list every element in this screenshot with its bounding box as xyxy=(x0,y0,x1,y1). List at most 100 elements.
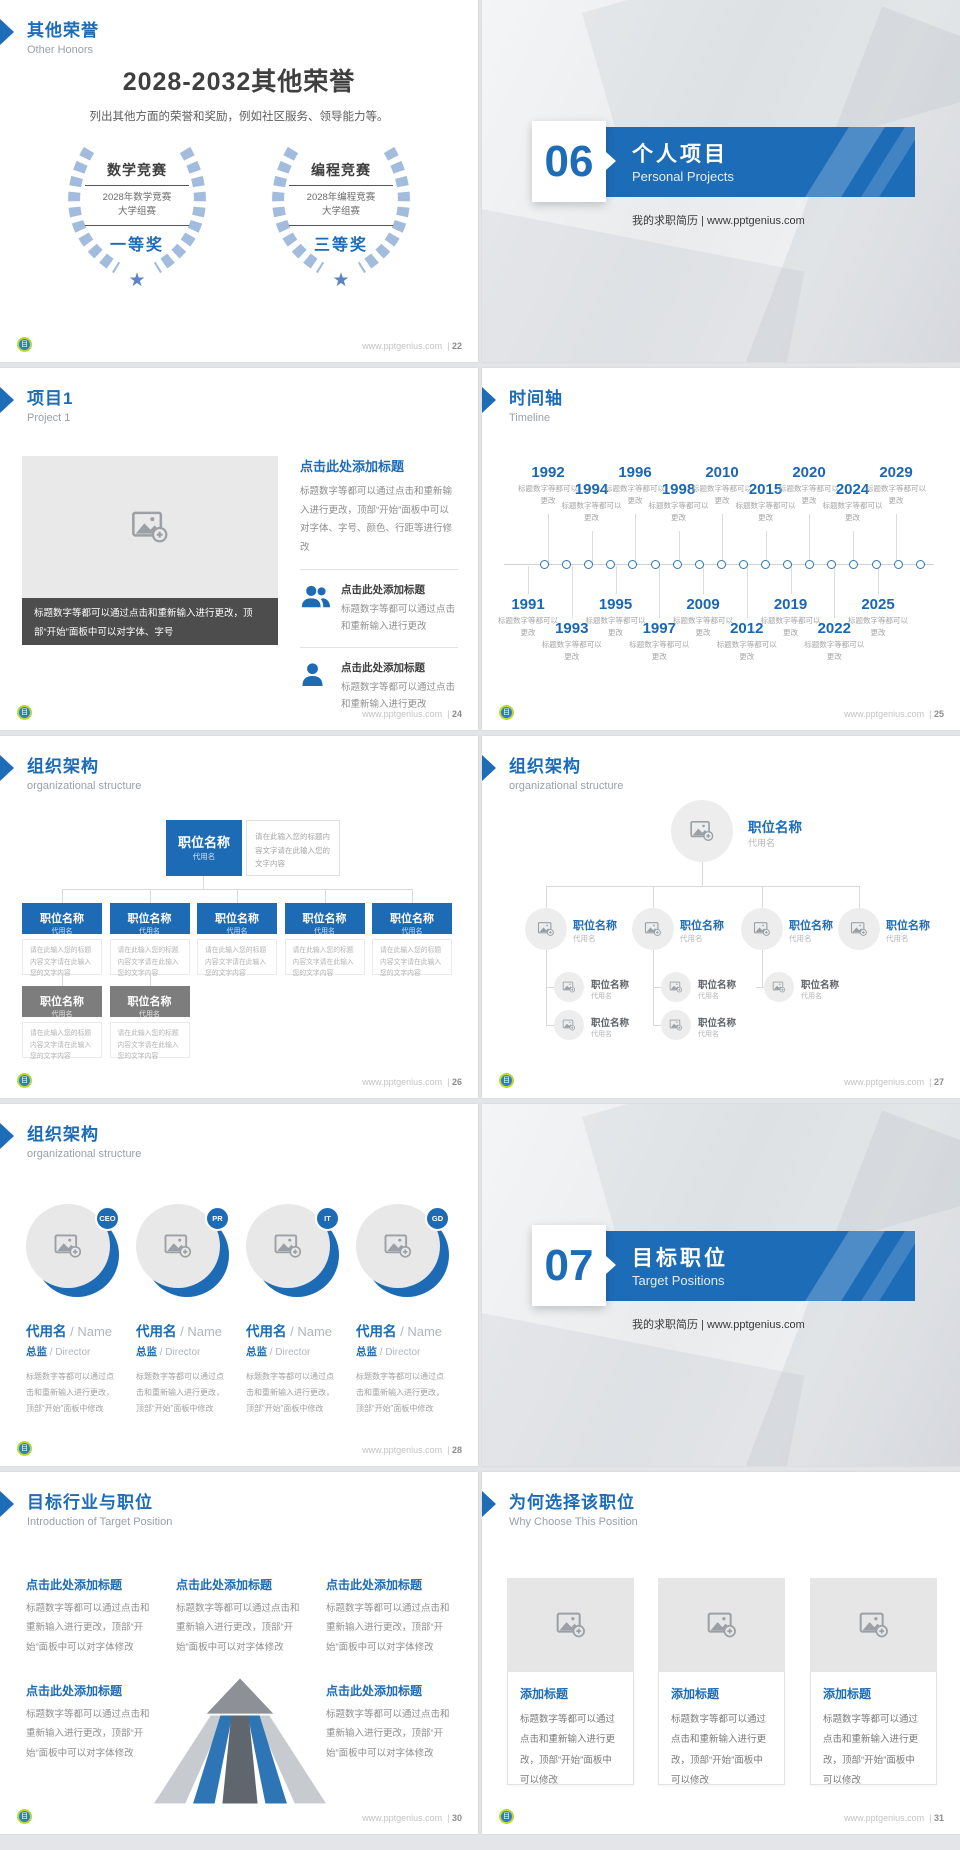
slide-header: 为何选择该职位 Why Choose This Position xyxy=(482,1488,638,1528)
timeline-connector xyxy=(678,531,680,564)
reason-card[interactable]: 添加标题 标题数字等都可以通过点击和重新输入进行更改，顶部“开始”面板中可以修改 xyxy=(658,1578,785,1786)
org-node-alias: 代用名 xyxy=(573,934,596,943)
profile-circle[interactable]: PR xyxy=(136,1204,230,1298)
org-note-small: 请在此输入您的标题内容文字请在此输入您的文字内容 xyxy=(22,939,102,977)
footer-text: www.pptgenius.com | 28 xyxy=(362,1445,462,1455)
org-note-small: 请在此输入您的标题内容文字请在此输入您的文字内容 xyxy=(284,939,365,977)
slide-project-1[interactable]: 项目1 Project 1 标题数字等都可以通过点击和重新输入进行更改，顶部“开始… xyxy=(0,368,478,730)
photo-circle[interactable] xyxy=(671,800,733,862)
photo-circle[interactable] xyxy=(554,1010,584,1040)
timeline-year: 2019 xyxy=(773,596,808,613)
timeline-connector xyxy=(809,514,810,564)
org-label: 职位名称 代用名 xyxy=(680,917,724,944)
org-node-title: 职位名称 xyxy=(127,912,172,925)
footer-separator: | xyxy=(924,709,934,719)
org-node-alias: 代用名 xyxy=(226,927,248,935)
footer-text: www.pptgenius.com | 26 xyxy=(362,1077,462,1087)
footer-text: www.pptgenius.com | 22 xyxy=(362,341,462,351)
footer-site: www.pptgenius.com xyxy=(362,709,443,719)
slide-subtitle: Other Honors xyxy=(27,44,94,56)
image-plus-icon xyxy=(644,922,661,936)
role-badge: CEO xyxy=(95,1206,120,1231)
photo-circle[interactable] xyxy=(741,908,783,950)
slide-divider-06[interactable]: 个人项目 Personal Projects 06 我的求职简历 | www.p… xyxy=(482,0,960,362)
slide-why-this-position[interactable]: 为何选择该职位 Why Choose This Position 添加标题 标题数字… xyxy=(482,1472,960,1834)
timeline-connector xyxy=(722,514,723,564)
org-node-title: 职位名称 xyxy=(748,820,802,835)
org-node: 职位名称 代用名 xyxy=(22,903,102,935)
slide-subtitle: organizational structure xyxy=(27,780,142,792)
org-label: 职位名称 代用名 xyxy=(789,917,833,944)
connector-line xyxy=(149,889,151,903)
slide-title: 组织架构 xyxy=(27,757,99,776)
card-text: 标题数字等都可以通过点击和重新输入进行更改，顶部“开始”面板中可以修改 xyxy=(520,1714,616,1787)
footer-page-number: 22 xyxy=(451,341,462,351)
org-node: 职位名称 代用名 xyxy=(166,820,242,876)
header-arrow-icon xyxy=(0,1123,14,1149)
timeline-dot xyxy=(761,560,770,569)
role-badge: PR xyxy=(205,1206,230,1231)
image-plus-icon xyxy=(562,981,576,993)
org-note-small: 请在此输入您的标题内容文字请在此输入您的文字内容 xyxy=(197,939,277,977)
reason-card[interactable]: 添加标题 标题数字等都可以通过点击和重新输入进行更改，顶部“开始”面板中可以修改 xyxy=(810,1578,937,1786)
photo-circle[interactable] xyxy=(764,972,794,1002)
reason-card[interactable]: 添加标题 标题数字等都可以通过点击和重新输入进行更改，顶部“开始”面板中可以修改 xyxy=(507,1578,634,1786)
org-node-title: 职位名称 xyxy=(390,912,434,925)
content-body: 标题数字等都可以通过点击和重新输入进行更改，顶部“开始”面板中可以对字体、字号、… xyxy=(300,486,453,553)
connector-line xyxy=(546,1025,556,1026)
org-label: 职位名称 代用名 xyxy=(591,977,629,1001)
photo-circle[interactable] xyxy=(661,972,691,1002)
photo-circle[interactable] xyxy=(525,908,567,950)
image-plus-icon xyxy=(274,1234,302,1258)
org-label: 职位名称 代用名 xyxy=(573,917,617,944)
section-number: 06 xyxy=(544,136,594,186)
slide-divider-07[interactable]: 目标职位 Target Positions 07 我的求职简历 | www.pp… xyxy=(482,1104,960,1466)
timeline-entry: 1997 标题数字等都可以更改 xyxy=(626,620,692,663)
image-caption: 标题数字等都可以通过点击和重新输入进行更改，顶部“开始”面板中可以对字体、字号 xyxy=(22,598,278,645)
footer-separator: | xyxy=(442,1813,452,1823)
photo-circle[interactable] xyxy=(838,908,880,950)
image-placeholder[interactable] xyxy=(22,456,278,598)
connector-line xyxy=(546,886,547,908)
slide-subtitle: Project 1 xyxy=(27,412,71,424)
slide-timeline[interactable]: 时间轴 Timeline 1992 标题数字等都可以更改 1994 标题数字等都可以更改… xyxy=(482,368,960,730)
profile-circle[interactable]: CEO xyxy=(26,1204,120,1298)
timeline-connector xyxy=(852,531,854,564)
org-node-title: 职位名称 xyxy=(573,920,617,932)
profile-circle[interactable]: GD xyxy=(356,1204,450,1298)
slide-header: 组织架构 organizational structure xyxy=(482,752,623,792)
brand-logo-icon: 目 xyxy=(499,1809,514,1824)
connector-line xyxy=(62,975,63,986)
block-heading: 点击此处添加标题 xyxy=(326,1578,423,1592)
slide-subtitle: organizational structure xyxy=(27,1148,142,1160)
timeline-entry: 1995 标题数字等都可以更改 xyxy=(583,596,649,639)
slide-target-position[interactable]: 目标行业与职位 Introduction of Target Position 点… xyxy=(0,1472,478,1834)
section-banner: 目标职位 Target Positions xyxy=(570,1231,915,1301)
photo-circle[interactable] xyxy=(632,908,674,950)
footer-separator: | xyxy=(924,1813,934,1823)
slide-header: 组织架构 organizational structure xyxy=(0,752,141,792)
director-role-cn: 总监 xyxy=(136,1346,157,1358)
director-body: 标题数字等都可以通过点击和重新输入进行更改，顶部“开始”面板中修改 xyxy=(356,1372,444,1413)
timeline-year: 1993 xyxy=(555,620,589,637)
slide-org-structure-photos[interactable]: 组织架构 organizational structure 职位名称 代用名 职位名称… xyxy=(482,736,960,1098)
info-body: 标题数字等都可以通过点击和重新输入进行更改 xyxy=(341,682,456,711)
timeline-dot xyxy=(606,560,616,569)
info-item: 点击此处添加标题 标题数字等都可以通过点击和重新输入进行更改 xyxy=(300,647,458,713)
photo-circle[interactable] xyxy=(661,1010,691,1040)
photo-circle[interactable] xyxy=(554,972,584,1002)
slide-footer: 目 www.pptgenius.com | 28 xyxy=(0,1440,478,1456)
slide-org-structure-directors[interactable]: 组织架构 organizational structure CEO 代用名 / Na… xyxy=(0,1104,478,1466)
image-plus-icon xyxy=(556,1612,585,1638)
image-plus-icon xyxy=(54,1234,82,1258)
profile-circle[interactable]: IT xyxy=(246,1204,340,1298)
org-node-title: 职位名称 xyxy=(177,835,230,851)
slide-other-honors[interactable]: 其他荣誉 Other Honors 2028-2032其他荣誉 列出其他方面的荣誉… xyxy=(0,0,478,362)
org-note: 请在此输入您的标题内容文字请在此输入您的文字内容 xyxy=(246,820,340,876)
org-node-alias: 代用名 xyxy=(192,852,216,862)
card-text: 标题数字等都可以通过点击和重新输入进行更改，顶部“开始”面板中可以修改 xyxy=(671,1714,767,1787)
slide-org-structure-boxes[interactable]: 组织架构 organizational structure 职位名称 代用名 请在此输… xyxy=(0,736,478,1098)
org-node-alias: 代用名 xyxy=(789,934,812,943)
image-plus-icon xyxy=(753,922,770,936)
